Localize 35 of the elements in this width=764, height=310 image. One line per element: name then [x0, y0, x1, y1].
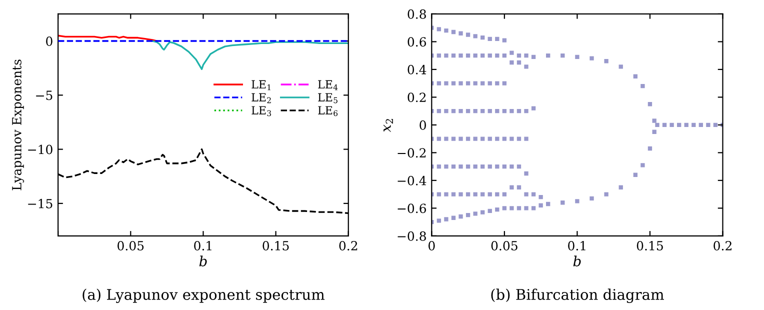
y-tick-label: −0.4 [398, 176, 426, 186]
y-tick-label: 0.8 [408, 9, 426, 19]
x-tick-label: 0.1 [568, 240, 586, 250]
y-tick-label: −5 [36, 90, 52, 100]
x-axis-title: b [573, 256, 581, 266]
y-tick-label: 0 [420, 120, 426, 130]
legend-label: LE$_{5}$ [318, 93, 338, 104]
text: (a) Lyapunov exponent spectrum [82, 288, 325, 303]
y-tick-label: −15 [28, 198, 52, 208]
y-tick-label: 0 [46, 36, 52, 46]
x-tick-label: 0.05 [491, 240, 518, 250]
text: (b) Bifurcation diagram [491, 288, 664, 303]
y-tick-label: −0.8 [398, 231, 426, 241]
legend-label: LE$_{6}$ [318, 106, 338, 116]
legend-label: LE$_{2}$ [252, 93, 271, 104]
line-series [152, 40, 348, 70]
x-tick-label: 0.15 [262, 240, 289, 250]
x-tick-label: 0.2 [714, 240, 732, 250]
y-axis-title: x$_{2}$ [384, 119, 393, 132]
x-tick-label: 0.05 [118, 240, 144, 250]
y-axis-title: Lyapunov Exponents [12, 60, 24, 190]
x-tick-label: 0.15 [636, 240, 663, 250]
y-tick-label: 0.2 [408, 92, 426, 102]
legend-label: LE$_{3}$ [252, 106, 272, 116]
x-tick-label: 0.2 [339, 240, 358, 250]
y-tick-label: −0.6 [398, 204, 426, 214]
legend-label: LE$_{1}$ [252, 80, 270, 90]
y-tick-label: 0.6 [408, 37, 426, 47]
x-tick-label: 0.1 [194, 240, 212, 250]
y-tick-label: −10 [28, 144, 52, 154]
legend-label: LE$_{4}$ [318, 80, 338, 90]
x-tick-label: 0 [428, 240, 435, 250]
y-tick-label: −0.2 [398, 148, 426, 158]
y-tick-label: 0.4 [408, 64, 426, 74]
x-axis-title: b [199, 256, 207, 266]
